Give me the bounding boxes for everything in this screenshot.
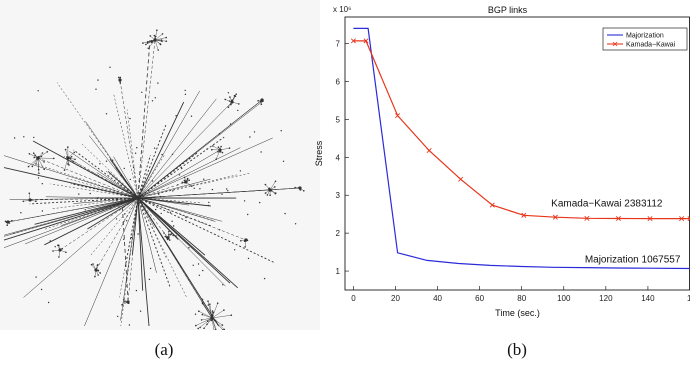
series-marker-1 bbox=[615, 216, 621, 222]
series-marker-1 bbox=[426, 147, 432, 153]
series-marker-1 bbox=[521, 212, 527, 218]
y-tick-label: 3 bbox=[336, 191, 341, 200]
x-tick-label: 80 bbox=[517, 294, 526, 303]
legend-label-0: Majorization bbox=[626, 33, 664, 40]
y-axis-title: Stress bbox=[314, 140, 324, 166]
legend-box bbox=[602, 27, 688, 51]
y-tick-label: 6 bbox=[336, 77, 341, 86]
graph-background bbox=[0, 0, 320, 330]
caption-a: (a) bbox=[154, 340, 174, 359]
series-line-0 bbox=[353, 27, 690, 270]
x-tick-label: 60 bbox=[475, 294, 484, 303]
y-multiplier-label: x 10⁶ bbox=[333, 5, 351, 14]
x-axis-title: Time (sec.) bbox=[495, 308, 540, 318]
x-tick-label: 140 bbox=[641, 294, 655, 303]
series-marker-1 bbox=[552, 214, 558, 220]
series-marker-1 bbox=[687, 216, 690, 222]
x-tick-label-cut: 16 bbox=[687, 294, 690, 303]
series-marker-1 bbox=[458, 176, 464, 182]
y-tick-label: 2 bbox=[336, 229, 341, 238]
legend-marker-1 bbox=[612, 41, 618, 47]
series-marker-1 bbox=[363, 38, 369, 44]
x-tick-label: 20 bbox=[391, 294, 400, 303]
stress-line-chart: BGP links x 10⁶ 0 20 40 60 80 100 120 140 16 1 2 3 4 5 6… bbox=[314, 5, 690, 318]
graph-layout-drawing bbox=[0, 0, 320, 338]
caption-b: (b) bbox=[507, 340, 527, 359]
series-marker-1 bbox=[647, 216, 653, 222]
series-marker-1 bbox=[584, 215, 590, 221]
series-line-1 bbox=[353, 40, 690, 220]
series-marker-1 bbox=[679, 216, 685, 222]
graph-layout-panel bbox=[0, 0, 320, 338]
x-tick-label: 0 bbox=[351, 294, 356, 303]
x-tick-label: 40 bbox=[433, 294, 442, 303]
x-tick-label: 100 bbox=[557, 294, 571, 303]
y-tick-label: 1 bbox=[336, 267, 341, 276]
x-tick-label: 120 bbox=[599, 294, 613, 303]
y-tick-label: 4 bbox=[336, 153, 341, 162]
y-tick-label: 5 bbox=[336, 115, 341, 124]
annotation-1: Majorization 1067557 bbox=[585, 254, 681, 265]
legend-label-1: Kamada−Kawai bbox=[626, 42, 676, 49]
chart-title: BGP links bbox=[488, 5, 528, 15]
stress-chart-panel: BGP links x 10⁶ 0 20 40 60 80 100 120 140 16 1 2 3 4 5 6… bbox=[300, 0, 690, 330]
series-marker-1 bbox=[395, 113, 401, 119]
series-marker-1 bbox=[350, 38, 356, 44]
series-marker-1 bbox=[489, 202, 495, 208]
annotation-0: Kamada−Kawai 2383112 bbox=[551, 199, 663, 210]
y-tick-label: 7 bbox=[336, 40, 341, 49]
